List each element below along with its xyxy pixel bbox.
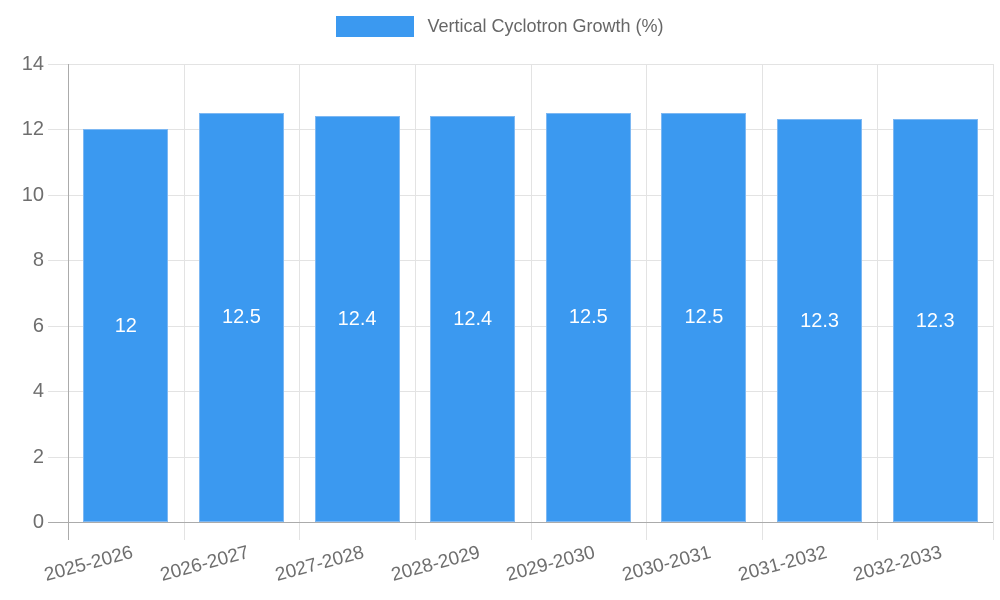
gridline-vertical bbox=[877, 63, 879, 540]
x-axis-tick-label: 2032-2033 bbox=[851, 542, 945, 586]
gridline-vertical bbox=[761, 63, 763, 540]
gridline-vertical bbox=[530, 63, 532, 540]
legend-swatch[interactable] bbox=[336, 16, 415, 37]
x-axis-tick-label: 2025-2026 bbox=[42, 542, 136, 586]
gridline-vertical bbox=[414, 63, 416, 540]
gridline-vertical bbox=[183, 63, 185, 540]
bar[interactable] bbox=[661, 112, 747, 522]
gridline-horizontal bbox=[48, 260, 993, 261]
bar[interactable] bbox=[545, 112, 631, 522]
y-axis-tick-label: 4 bbox=[32, 380, 44, 402]
bar[interactable] bbox=[198, 112, 284, 522]
gridline-horizontal bbox=[48, 194, 993, 196]
bar[interactable] bbox=[430, 115, 516, 522]
x-axis-tick-label: 2027-2028 bbox=[273, 542, 367, 586]
gridline-horizontal bbox=[48, 129, 993, 130]
bar[interactable] bbox=[777, 119, 863, 522]
x-axis-tick-label: 2026-2027 bbox=[157, 542, 251, 586]
gridline-horizontal bbox=[48, 63, 993, 65]
x-axis-tick-label: 2031-2032 bbox=[735, 542, 829, 586]
x-axis-tick-label: 2029-2030 bbox=[504, 542, 598, 586]
x-axis-line bbox=[48, 522, 993, 523]
x-axis-tick-label: 2028-2029 bbox=[388, 542, 483, 586]
gridline-vertical bbox=[646, 63, 648, 540]
gridline-horizontal bbox=[48, 456, 993, 458]
y-axis-line bbox=[68, 63, 69, 540]
y-axis-tick-label: 8 bbox=[32, 249, 44, 271]
y-axis-tick-label: 2 bbox=[32, 445, 44, 468]
legend[interactable]: Vertical Cyclotron Growth (%) bbox=[0, 16, 1000, 37]
y-axis-tick-label: 14 bbox=[21, 52, 44, 75]
gridline-vertical bbox=[299, 63, 301, 540]
bar[interactable] bbox=[83, 129, 169, 522]
y-axis-tick-label: 12 bbox=[21, 118, 44, 140]
x-axis-tick-label: 2030-2031 bbox=[620, 542, 714, 586]
y-axis-tick-label: 10 bbox=[21, 183, 44, 206]
y-axis-tick-label: 6 bbox=[32, 314, 44, 337]
bar[interactable] bbox=[314, 115, 400, 522]
gridline-horizontal bbox=[48, 391, 993, 392]
bar[interactable] bbox=[892, 119, 978, 522]
gridline-horizontal bbox=[48, 325, 993, 327]
gridline-vertical bbox=[993, 63, 994, 540]
legend-label: Vertical Cyclotron Growth (%) bbox=[427, 16, 664, 36]
y-axis-tick-label: 0 bbox=[32, 511, 44, 533]
